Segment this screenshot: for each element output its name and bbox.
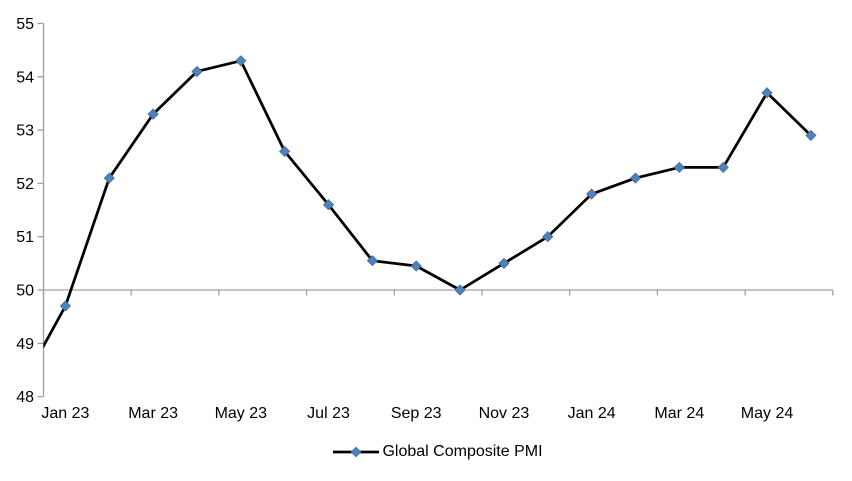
data-point-marker bbox=[761, 87, 773, 99]
legend-label: Global Composite PMI bbox=[382, 443, 543, 460]
x-tick-label: Jan 23 bbox=[41, 405, 89, 422]
y-tick-label: 48 bbox=[16, 389, 34, 406]
x-tick-label: Mar 24 bbox=[654, 405, 704, 422]
y-tick-label: 55 bbox=[16, 16, 34, 33]
data-point-marker bbox=[59, 300, 72, 312]
data-point-marker bbox=[586, 188, 598, 200]
y-tick-label: 54 bbox=[16, 69, 34, 86]
data-point-marker bbox=[410, 260, 422, 272]
legend-diamond-icon bbox=[351, 446, 362, 458]
x-tick-label: Jul 23 bbox=[307, 405, 350, 422]
data-point-marker bbox=[191, 65, 203, 78]
y-tick-label: 52 bbox=[16, 176, 34, 193]
data-point-marker bbox=[235, 55, 247, 67]
legend-line-marker-sample bbox=[333, 446, 380, 458]
x-tick-label: Jan 24 bbox=[568, 405, 616, 422]
y-tick-label: 49 bbox=[16, 336, 34, 353]
data-point-marker bbox=[454, 284, 466, 296]
x-tick-label: Mar 23 bbox=[128, 405, 178, 422]
data-point-marker bbox=[322, 199, 335, 211]
plot-area: 55 54 53 52 51 50 49 48 Jan 23 Mar 23 May 23 Jul 23… bbox=[16, 16, 834, 422]
y-tick-label: 50 bbox=[16, 283, 34, 300]
data-point-marker bbox=[147, 108, 159, 120]
x-tick-label: Nov 23 bbox=[479, 405, 530, 422]
x-tick-label: May 24 bbox=[741, 405, 794, 422]
data-point-marker bbox=[717, 161, 729, 174]
data-point-marker bbox=[279, 145, 291, 158]
series-group bbox=[43, 55, 817, 349]
legend: Global Composite PMI bbox=[12, 440, 852, 464]
data-point-marker bbox=[629, 172, 642, 184]
x-tick-label: Sep 23 bbox=[391, 405, 442, 422]
data-point-marker bbox=[103, 172, 115, 184]
y-tick-label: 51 bbox=[16, 229, 34, 246]
data-point-marker bbox=[366, 255, 378, 267]
x-tick-label: May 23 bbox=[215, 405, 268, 422]
data-point-marker bbox=[805, 129, 817, 142]
data-point-marker bbox=[542, 231, 554, 243]
pmi-line bbox=[43, 59, 812, 349]
y-tick-label: 53 bbox=[16, 123, 34, 140]
data-point-marker bbox=[498, 257, 510, 269]
data-point-marker bbox=[673, 161, 685, 174]
